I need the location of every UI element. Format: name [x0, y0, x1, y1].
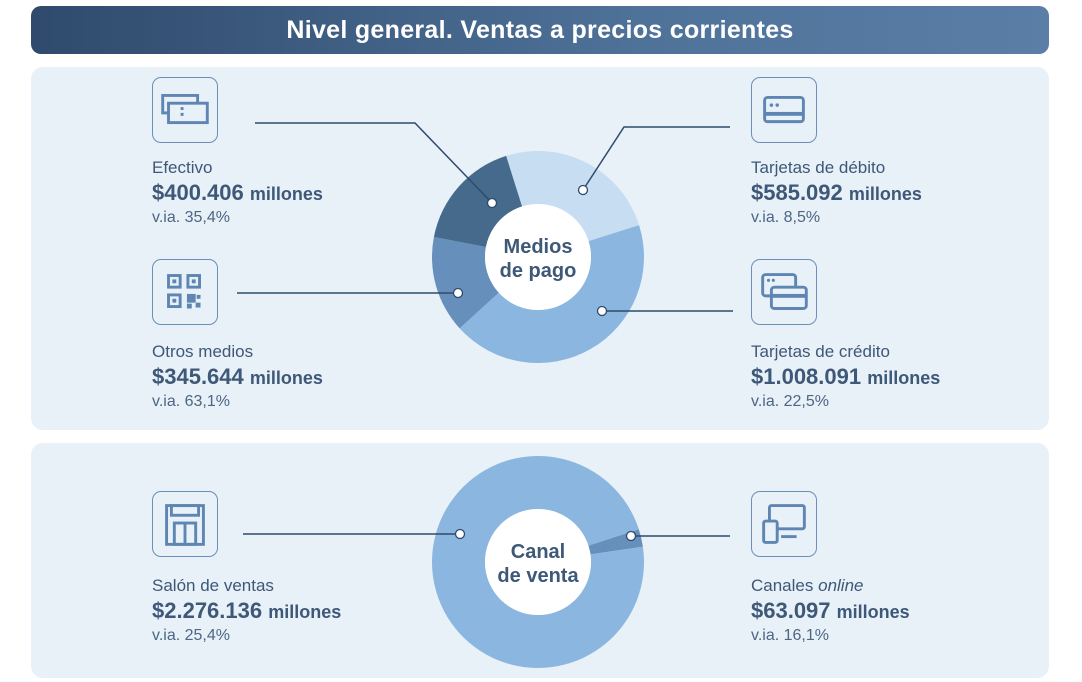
label-value: $400.406 millones: [152, 180, 323, 206]
center-label: de venta: [497, 565, 579, 587]
leader-line: [582, 126, 730, 191]
label-value: $585.092 millones: [751, 180, 922, 206]
label-value: $63.097 millones: [751, 598, 910, 624]
label-name: Tarjetas de crédito: [751, 342, 890, 361]
store-icon: [152, 491, 218, 557]
value-amount: $63.097: [751, 598, 831, 623]
slice-tarjetas-de-crédito: [459, 225, 645, 364]
leader-dot: [452, 287, 464, 299]
debit-card-icon: [751, 77, 817, 143]
slice-otros-medios: [432, 236, 499, 329]
value-amount: $1.008.091: [751, 364, 862, 389]
label-yoy: v.ia. 22,5%: [751, 393, 829, 410]
label-yoy: v.ia. 16,1%: [751, 627, 829, 644]
legend-credito: Tarjetas de crédito $1.008.091 millones …: [751, 342, 940, 411]
legend-debito: Tarjetas de débito $585.092 millones v.i…: [751, 158, 922, 227]
label-value: $345.644 millones: [152, 364, 323, 390]
value-unit: millones: [848, 184, 922, 204]
label-name-italic: online: [818, 576, 864, 595]
legend-salon: Salón de ventas $2.276.136 millones v.ia…: [152, 576, 341, 645]
value-unit: millones: [836, 602, 910, 622]
computer-icon: [751, 491, 817, 557]
center-label: Medios: [504, 236, 573, 258]
legend-otros-medios: Otros medios $345.644 millones v.ia. 63,…: [152, 342, 323, 411]
label-value: $2.276.136 millones: [152, 598, 341, 624]
credit-cards-icon: [751, 259, 817, 325]
qr-code-icon: [152, 259, 218, 325]
slice-salón-de-ventas: [432, 456, 644, 668]
center-label: Canal: [511, 541, 565, 563]
leader-dot: [625, 530, 637, 542]
slice-tarjetas-de-débito: [506, 150, 640, 242]
value-unit: millones: [268, 602, 342, 622]
cash-icon: [152, 77, 218, 143]
label-yoy: v.ia. 8,5%: [751, 209, 821, 226]
label-name: Canales online: [751, 576, 910, 596]
donut-hole: [485, 509, 591, 615]
label-name: Efectivo: [152, 158, 213, 177]
center-label: de pago: [500, 260, 577, 282]
value-unit: millones: [249, 368, 323, 388]
page-title: Nivel general. Ventas a precios corrient…: [31, 6, 1049, 54]
leader-dot: [454, 528, 466, 540]
slice-efectivo: [433, 155, 523, 247]
value-amount: $400.406: [152, 180, 244, 205]
label-yoy: v.ia. 63,1%: [152, 393, 230, 410]
value-amount: $345.644: [152, 364, 244, 389]
value-amount: $585.092: [751, 180, 843, 205]
value-unit: millones: [867, 368, 941, 388]
label-name: Salón de ventas: [152, 576, 274, 595]
label-name-main: Canales: [751, 576, 814, 595]
value-unit: millones: [249, 184, 323, 204]
label-value: $1.008.091 millones: [751, 364, 940, 390]
label-yoy: v.ia. 25,4%: [152, 627, 230, 644]
donut-hole: [485, 204, 591, 310]
label-yoy: v.ia. 35,4%: [152, 209, 230, 226]
leader-dot: [577, 184, 589, 196]
value-amount: $2.276.136: [152, 598, 263, 623]
leader-dot: [486, 197, 498, 209]
leader-line: [255, 122, 493, 204]
label-name: Otros medios: [152, 342, 254, 361]
legend-efectivo: Efectivo $400.406 millones v.ia. 35,4%: [152, 158, 323, 227]
legend-online: Canales online $63.097 millones v.ia. 16…: [751, 576, 910, 645]
leader-dot: [596, 305, 608, 317]
label-name: Tarjetas de débito: [751, 158, 886, 177]
